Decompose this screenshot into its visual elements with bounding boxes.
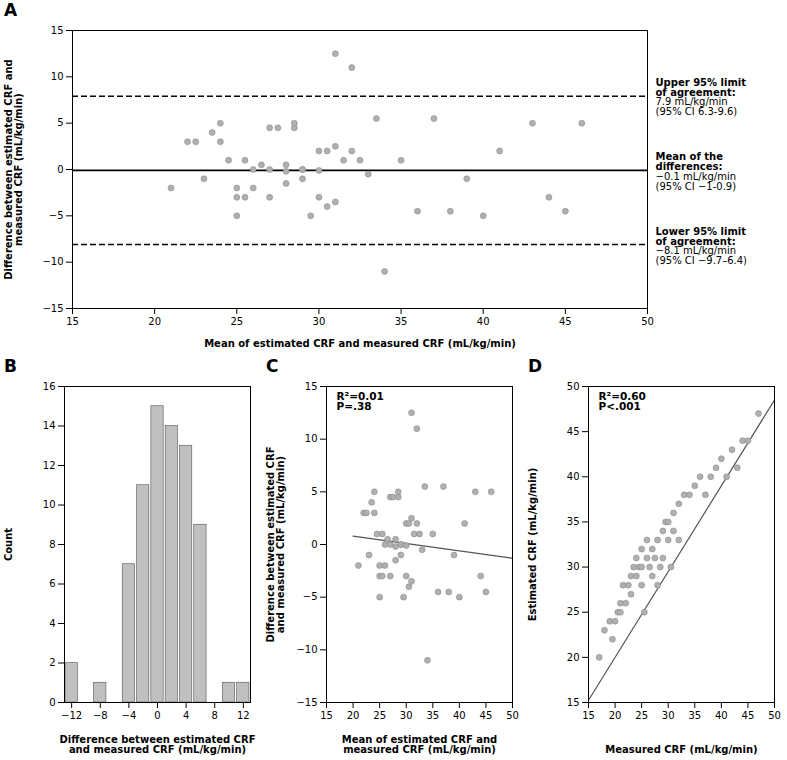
svg-text:Mean of estimated CRF and meas: Mean of estimated CRF and measured CRF (… xyxy=(204,338,516,349)
svg-text:0: 0 xyxy=(154,710,160,721)
svg-text:Difference between estimated C: Difference between estimated CRF andmeas… xyxy=(3,59,24,279)
svg-text:15: 15 xyxy=(320,710,333,721)
svg-text:30: 30 xyxy=(313,316,326,327)
svg-text:16: 16 xyxy=(43,381,56,392)
svg-text:50: 50 xyxy=(506,710,519,721)
svg-text:35: 35 xyxy=(567,516,580,527)
svg-text:−8.1 mL/kg/min(95% CI −9.7–6.4: −8.1 mL/kg/min(95% CI −9.7–6.4) xyxy=(656,245,748,266)
svg-text:35: 35 xyxy=(395,316,408,327)
svg-text:30: 30 xyxy=(567,561,580,572)
svg-text:40: 40 xyxy=(715,710,728,721)
svg-text:15: 15 xyxy=(567,697,580,708)
svg-text:Measured CRF (mL/kg/min): Measured CRF (mL/kg/min) xyxy=(605,744,757,755)
svg-text:50: 50 xyxy=(641,316,654,327)
svg-text:35: 35 xyxy=(426,710,439,721)
svg-text:R²=0.01P=.38: R²=0.01P=.38 xyxy=(337,390,384,413)
svg-text:Estimated CRF (mL/kg/min): Estimated CRF (mL/kg/min) xyxy=(527,468,538,622)
svg-text:−0.1 mL/kg/min(95% CI −1-0.9): −0.1 mL/kg/min(95% CI −1-0.9) xyxy=(656,171,737,192)
html-text:D: D xyxy=(528,356,543,376)
svg-text:−5: −5 xyxy=(49,210,64,221)
svg-text:0: 0 xyxy=(311,539,317,550)
svg-text:20: 20 xyxy=(347,710,360,721)
svg-text:7.9 mL/kg/min(95% CI 6.3-9.6): 7.9 mL/kg/min(95% CI 6.3-9.6) xyxy=(656,96,738,117)
svg-text:25: 25 xyxy=(373,710,386,721)
html-text:A: A xyxy=(4,0,18,20)
svg-text:−15: −15 xyxy=(42,303,63,314)
svg-text:Mean of thedifferences:: Mean of thedifferences: xyxy=(656,151,724,172)
svg-text:15: 15 xyxy=(66,316,79,327)
svg-text:12: 12 xyxy=(237,710,250,721)
svg-text:0: 0 xyxy=(57,164,63,175)
svg-text:20: 20 xyxy=(148,316,161,327)
svg-text:12: 12 xyxy=(43,460,56,471)
svg-text:8: 8 xyxy=(49,539,55,550)
svg-text:20: 20 xyxy=(567,652,580,663)
svg-text:10: 10 xyxy=(43,499,56,510)
svg-text:25: 25 xyxy=(635,710,648,721)
html-text:C: C xyxy=(266,356,279,376)
svg-text:45: 45 xyxy=(567,426,580,437)
svg-text:20: 20 xyxy=(609,710,622,721)
svg-text:45: 45 xyxy=(559,316,572,327)
svg-text:25: 25 xyxy=(567,606,580,617)
svg-text:−12: −12 xyxy=(61,710,82,721)
svg-text:14: 14 xyxy=(43,420,56,431)
svg-text:Difference between estimated C: Difference between estimated CRFand meas… xyxy=(265,447,286,643)
svg-text:Mean of estimated CRF andmeasu: Mean of estimated CRF andmeasured CRF (m… xyxy=(342,734,497,755)
svg-text:10: 10 xyxy=(305,433,318,444)
svg-text:−5: −5 xyxy=(303,591,318,602)
svg-text:0: 0 xyxy=(49,697,55,708)
svg-text:15: 15 xyxy=(582,710,595,721)
svg-text:30: 30 xyxy=(662,710,675,721)
svg-text:−8: −8 xyxy=(93,710,108,721)
svg-text:6: 6 xyxy=(49,578,55,589)
svg-text:Lower 95% limitof agreement:: Lower 95% limitof agreement: xyxy=(656,226,747,247)
svg-text:−15: −15 xyxy=(296,697,317,708)
svg-text:8: 8 xyxy=(212,710,218,721)
svg-text:R²=0.60P<.001: R²=0.60P<.001 xyxy=(599,390,646,413)
svg-text:25: 25 xyxy=(230,316,243,327)
svg-text:2: 2 xyxy=(49,657,55,668)
svg-text:Difference between estimated C: Difference between estimated CRFand meas… xyxy=(60,734,256,755)
svg-text:45: 45 xyxy=(742,710,755,721)
svg-text:5: 5 xyxy=(311,486,317,497)
svg-text:45: 45 xyxy=(480,710,493,721)
svg-text:40: 40 xyxy=(567,471,580,482)
svg-text:−4: −4 xyxy=(122,710,137,721)
svg-text:−10: −10 xyxy=(296,644,317,655)
svg-text:50: 50 xyxy=(567,381,580,392)
svg-text:Count: Count xyxy=(3,528,14,561)
svg-text:−10: −10 xyxy=(42,256,63,267)
html-text:B: B xyxy=(4,356,17,376)
svg-text:Upper 95% limitof agreement:: Upper 95% limitof agreement: xyxy=(656,77,747,98)
svg-text:10: 10 xyxy=(51,71,64,82)
svg-text:15: 15 xyxy=(51,25,64,36)
svg-text:40: 40 xyxy=(453,710,466,721)
svg-text:15: 15 xyxy=(305,381,318,392)
svg-text:50: 50 xyxy=(768,710,781,721)
svg-text:4: 4 xyxy=(183,710,189,721)
svg-text:40: 40 xyxy=(477,316,490,327)
svg-text:30: 30 xyxy=(400,710,413,721)
svg-text:4: 4 xyxy=(49,618,55,629)
svg-text:5: 5 xyxy=(57,117,63,128)
svg-text:35: 35 xyxy=(688,710,701,721)
